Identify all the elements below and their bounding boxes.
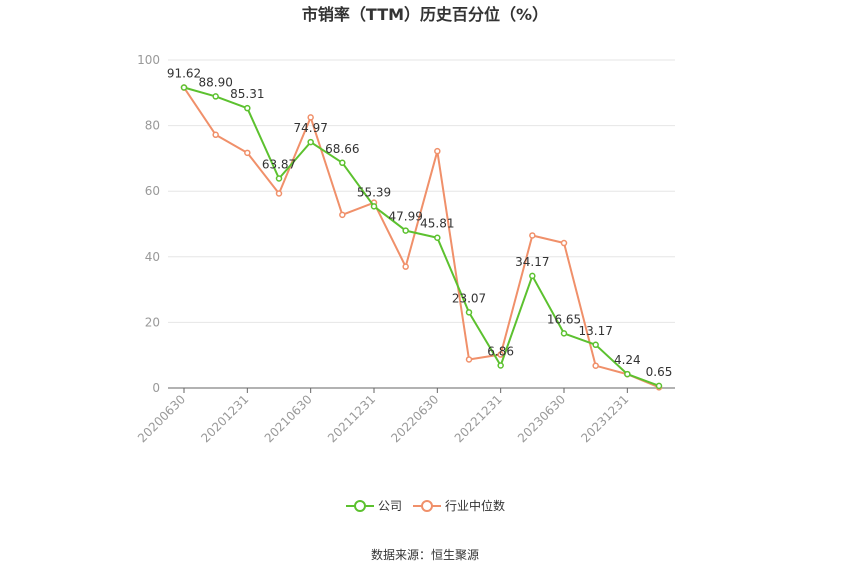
data-point[interactable] — [339, 159, 346, 167]
data-point[interactable] — [465, 356, 473, 363]
series-line-1 — [183, 86, 660, 389]
x-tick-label: 20200630 — [135, 392, 188, 445]
data-point[interactable] — [180, 84, 188, 91]
legend[interactable]: 公司 行业中位数 — [346, 498, 505, 513]
data-label: 74.97 — [293, 121, 327, 135]
data-label: 47.99 — [388, 210, 422, 224]
x-tick-label: 20220630 — [388, 392, 441, 445]
legend-item-company[interactable]: 公司 — [346, 499, 402, 513]
data-label: 4.24 — [614, 353, 641, 367]
x-tick-label: 20230630 — [515, 392, 568, 445]
series-group — [180, 84, 663, 391]
data-label: 6.86 — [487, 344, 514, 358]
legend-company-marker — [354, 500, 366, 512]
data-point[interactable] — [497, 351, 504, 358]
y-tick-label: 100 — [137, 53, 160, 67]
data-label: 91.62 — [167, 66, 201, 80]
y-axis: 0 20 40 60 80 100 — [137, 53, 160, 395]
data-point[interactable] — [307, 138, 314, 146]
source-note: 数据来源：恒生聚源 — [371, 547, 479, 562]
data-point[interactable] — [244, 149, 251, 157]
data-point[interactable] — [307, 114, 314, 121]
data-point[interactable] — [275, 190, 283, 197]
data-point[interactable] — [244, 104, 251, 112]
data-point[interactable] — [402, 263, 409, 270]
data-point[interactable] — [402, 227, 409, 234]
data-point[interactable] — [212, 93, 219, 100]
grid — [168, 59, 675, 323]
y-tick-label: 20 — [145, 315, 160, 329]
x-tick-label: 20221231 — [452, 392, 505, 445]
data-label: 85.31 — [230, 87, 264, 101]
y-tick-label: 40 — [145, 250, 160, 264]
data-point[interactable] — [370, 203, 378, 210]
data-label: 68.66 — [325, 142, 359, 156]
x-tick-label: 20201231 — [198, 392, 251, 445]
legend-item-industry[interactable]: 行业中位数 — [413, 498, 505, 513]
legend-industry-marker — [421, 500, 433, 512]
data-label: 23.07 — [452, 291, 486, 305]
data-label: 34.17 — [515, 255, 549, 269]
y-tick-label: 60 — [145, 184, 160, 198]
data-label: 55.39 — [357, 185, 391, 199]
chart-title: 市销率（TTM）历史百分位（%） — [302, 5, 548, 24]
data-point[interactable] — [624, 370, 631, 378]
data-point[interactable] — [434, 234, 441, 241]
data-point[interactable] — [592, 341, 599, 349]
data-point[interactable] — [339, 211, 346, 219]
data-point[interactable] — [529, 272, 536, 280]
data-label: 88.90 — [198, 75, 232, 89]
x-tick-label: 20211231 — [325, 392, 378, 445]
legend-industry-label: 行业中位数 — [445, 498, 505, 513]
data-label: 13.17 — [578, 324, 612, 338]
data-point[interactable] — [497, 362, 504, 369]
data-point[interactable] — [592, 362, 599, 369]
data-point[interactable] — [465, 309, 473, 316]
data-point[interactable] — [275, 175, 283, 182]
data-point[interactable] — [560, 239, 568, 247]
data-label: 16.65 — [547, 312, 581, 326]
data-point[interactable] — [655, 382, 663, 390]
data-point[interactable] — [529, 232, 536, 239]
x-tick-label: 20231231 — [578, 392, 631, 445]
data-point[interactable] — [560, 330, 568, 337]
data-label: 45.81 — [420, 217, 454, 231]
data-label: 63.87 — [262, 158, 296, 172]
x-tick-label: 20210630 — [262, 392, 315, 445]
data-label: 0.65 — [646, 365, 673, 379]
legend-company-label: 公司 — [378, 499, 402, 513]
y-tick-label: 0 — [152, 381, 160, 395]
data-point[interactable] — [212, 131, 219, 139]
y-tick-label: 80 — [145, 119, 160, 133]
x-axis: 20200630 20201231 20210630 20211231 20220630… — [135, 387, 675, 445]
data-point[interactable] — [434, 147, 441, 155]
series-line-0 — [183, 86, 660, 387]
